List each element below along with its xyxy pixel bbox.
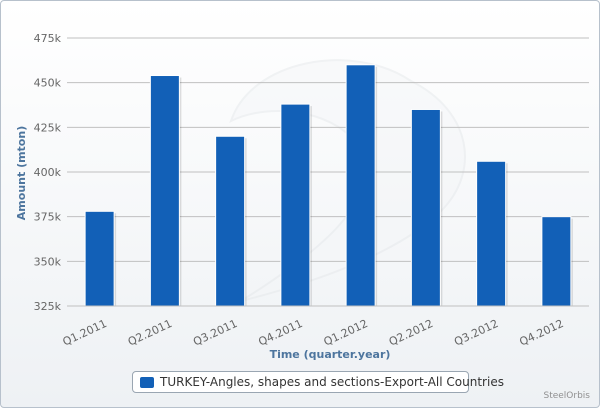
x-axis-title: Time (quarter.year) [270,348,391,361]
bar-Q4.2011[interactable] [280,103,311,307]
y-tick-label: 350k [34,255,62,268]
x-tick-label: Q3.2011 [191,317,239,349]
legend-label: TURKEY-Angles, shapes and sections-Expor… [160,375,504,389]
y-tick-label: 475k [34,32,62,45]
bar-Q3.2011[interactable] [215,135,246,307]
y-tick-label: 325k [34,300,62,313]
x-tick-label: Q2.2012 [387,317,435,349]
bar-Q1.2012[interactable] [345,64,376,307]
y-tick-label: 450k [34,77,62,90]
bar-Q1.2011[interactable] [84,210,115,307]
x-tick-label: Q1.2011 [61,317,109,349]
bar-Q2.2012[interactable] [410,108,441,307]
bar-Q4.2012[interactable] [541,216,572,307]
bar-Q2.2011[interactable] [149,75,180,307]
x-tick-label: Q1.2012 [322,317,370,349]
bar-Q3.2012[interactable] [476,160,507,307]
legend-swatch [140,377,154,388]
y-axis-title: Amount (mton) [15,126,28,220]
y-tick-label: 375k [34,211,62,224]
credit-text[interactable]: SteelOrbis [543,391,590,401]
x-tick-label: Q2.2011 [126,317,174,349]
y-tick-label: 400k [34,166,62,179]
x-tick-label: Q3.2012 [452,317,500,349]
y-tick-label: 425k [34,121,62,134]
x-tick-label: Q4.2012 [517,317,565,349]
x-tick-label: Q4.2011 [256,317,304,349]
legend[interactable]: TURKEY-Angles, shapes and sections-Expor… [132,371,504,393]
